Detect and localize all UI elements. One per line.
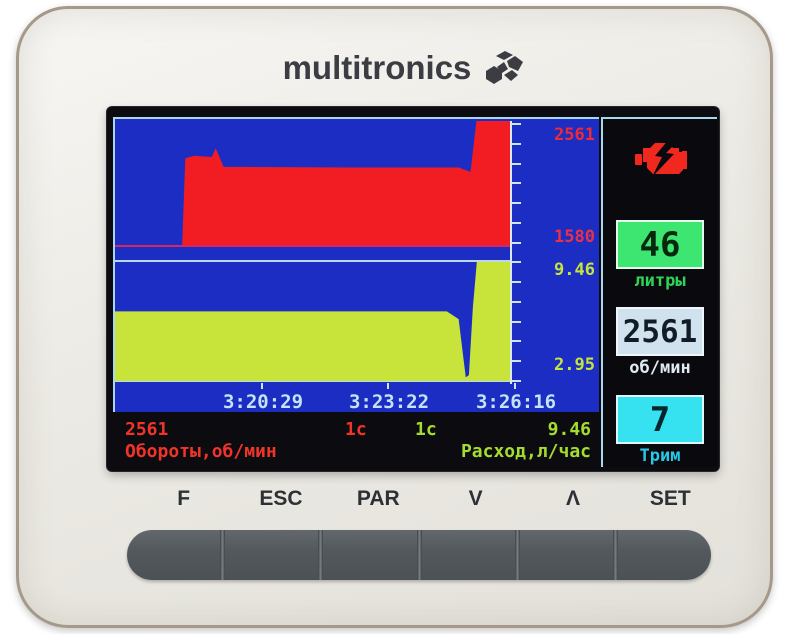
time-tick	[514, 383, 516, 389]
key-label-f: F	[177, 487, 191, 510]
axis-label: 1580	[554, 227, 595, 247]
check-engine-icon	[635, 139, 687, 177]
time-label-3: 3:26:16	[475, 391, 557, 413]
key-label-row: F ESC PAR V Λ SET	[135, 487, 719, 511]
rpm-value: 2561	[622, 313, 698, 350]
trim-value-box: 7	[616, 395, 704, 444]
key-label-set: SET	[649, 487, 691, 510]
time-label-2: 3:23:22	[348, 391, 430, 413]
axis-tick	[512, 162, 521, 165]
value-sidebar: 46 литры 2561 об/мин 7 Трим	[601, 117, 717, 467]
rpm-graph-panel	[115, 121, 510, 247]
axis-label: 2.95	[554, 355, 595, 375]
up-button[interactable]	[519, 530, 613, 580]
time-tick	[261, 383, 263, 389]
multitronics-logo-icon	[486, 51, 524, 84]
fuel-liters-label: литры	[634, 271, 686, 291]
brand-name: multitronics	[282, 49, 472, 86]
button-strip	[127, 530, 711, 580]
trim-value: 7	[649, 399, 671, 440]
graph-area: 2561 1580 9.46 2.95 3:20:29 3:23:22 3:26:16	[113, 117, 599, 413]
fuel-liters-card: 46 литры	[616, 220, 704, 290]
rpm-series-label: Обороты,об/мин	[125, 441, 277, 462]
value-axis-ticks	[512, 123, 521, 382]
key-label-par: PAR	[356, 487, 400, 510]
rpm-current-value: 2561	[125, 419, 169, 440]
axis-tick	[512, 123, 521, 125]
fuel-liters-value-box: 46	[616, 220, 704, 269]
fuel-liters-value: 46	[639, 224, 681, 265]
rpm-label: об/мин	[629, 358, 691, 378]
brand-logo: multitronics	[29, 47, 780, 89]
par-button[interactable]	[323, 530, 417, 580]
lcd-screen: 2561 1580 9.46 2.95 3:20:29 3:23:22 3:26:16…	[107, 107, 719, 471]
time-tick	[387, 383, 389, 389]
fuel-current-value: 9.46	[547, 419, 591, 440]
down-button[interactable]	[421, 530, 515, 580]
trim-card: 7 Трим	[616, 395, 704, 465]
key-label-down: V	[468, 487, 483, 510]
fuel-series-label: Расход,л/час	[460, 441, 591, 462]
key-label-esc: ESC	[259, 487, 303, 510]
axis-tick	[512, 221, 521, 224]
axis-tick	[512, 241, 521, 244]
fuel-interval: 1c	[415, 419, 437, 440]
f-button[interactable]	[127, 530, 221, 580]
rpm-value-box: 2561	[616, 307, 704, 356]
status-bar: 2561 1c 1c 9.46 Обороты,об/мин Расход,л/…	[113, 412, 599, 465]
axis-tick	[512, 261, 521, 264]
rpm-interval: 1c	[345, 419, 367, 440]
esc-button[interactable]	[225, 530, 319, 580]
key-divider	[220, 530, 226, 580]
axis-label: 2561	[554, 125, 595, 145]
key-divider	[612, 530, 618, 580]
axis-tick	[512, 281, 521, 284]
axis-tick	[512, 142, 521, 145]
axis-tick	[512, 300, 521, 303]
rpm-card: 2561 об/мин	[616, 307, 704, 377]
axis-tick	[512, 379, 521, 382]
value-axis-line	[510, 121, 512, 384]
axis-tick	[512, 340, 521, 343]
multitronics-device: multitronics	[16, 6, 773, 628]
time-label-1: 3:20:29	[222, 391, 304, 413]
axis-tick	[512, 182, 521, 185]
key-label-up: Λ	[565, 487, 580, 510]
set-button[interactable]	[617, 530, 711, 580]
key-divider	[416, 530, 422, 580]
axis-tick	[512, 360, 521, 363]
fuel-graph-panel	[115, 260, 510, 382]
axis-tick	[512, 320, 521, 323]
axis-label: 9.46	[554, 260, 595, 280]
key-divider	[514, 530, 520, 580]
rpm-graph	[115, 121, 510, 245]
axis-tick	[512, 202, 521, 205]
fuel-graph	[115, 262, 510, 381]
key-divider	[318, 530, 324, 580]
trim-label: Трим	[639, 446, 681, 466]
